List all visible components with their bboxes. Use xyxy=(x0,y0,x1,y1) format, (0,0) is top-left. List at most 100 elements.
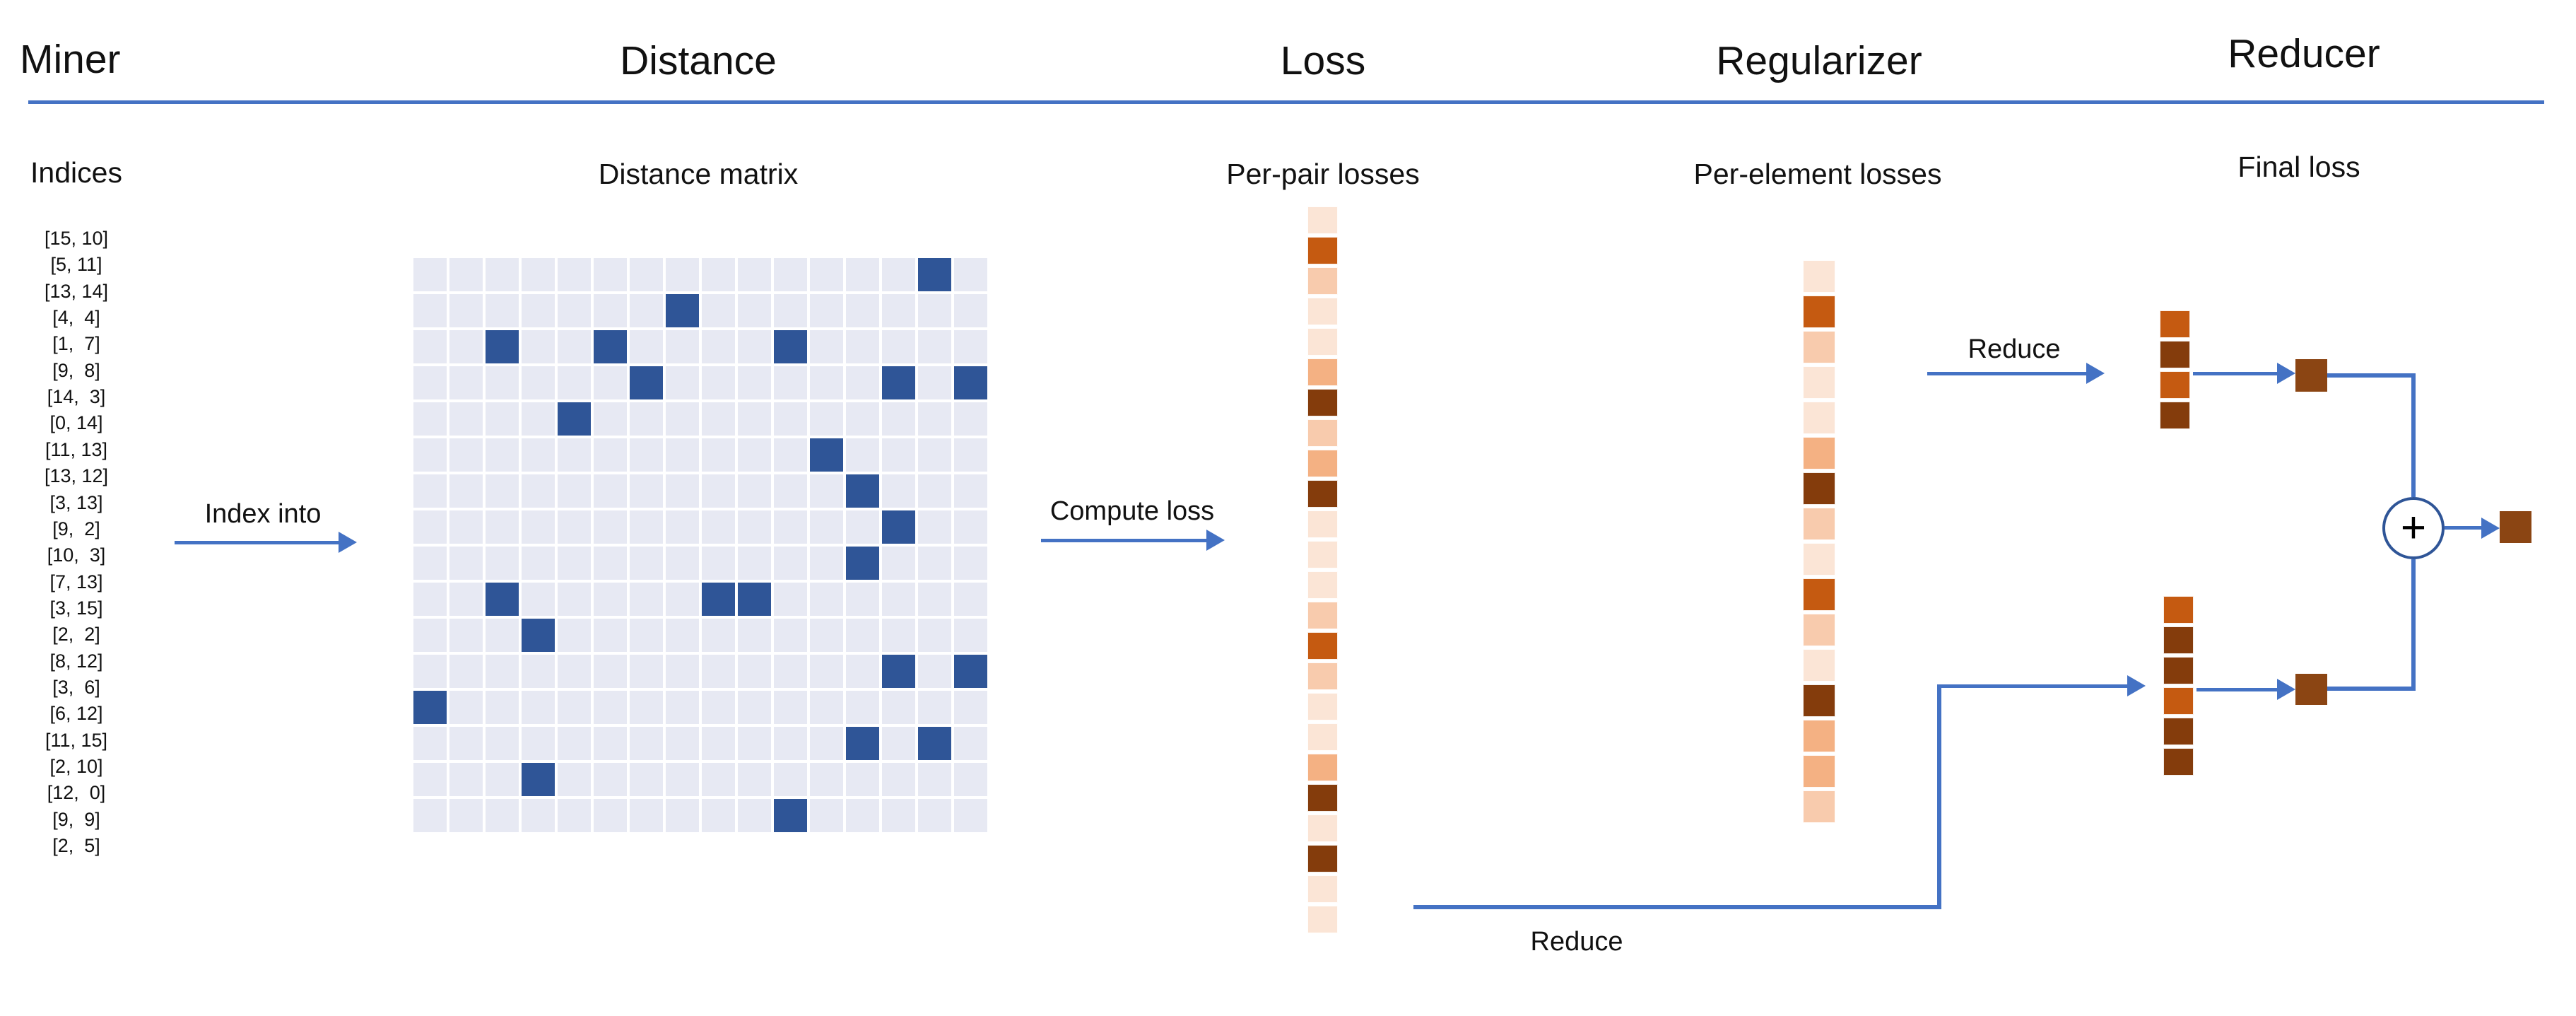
distance-matrix-cell xyxy=(846,258,879,291)
final-arrowhead-icon xyxy=(2481,518,2500,539)
distance-matrix-cell xyxy=(522,799,555,832)
index-pair: [3, 13] xyxy=(49,491,103,513)
index-into-arrowhead-icon xyxy=(339,532,357,553)
distance-matrix-cell-selected xyxy=(882,655,915,688)
index-pair: [1, 7] xyxy=(52,333,100,355)
distance-matrix-cell xyxy=(413,330,447,363)
distance-matrix-cell xyxy=(918,294,951,327)
distance-matrix-cell xyxy=(738,402,771,436)
index-pair: [5, 11] xyxy=(50,254,102,276)
index-pair: [11, 15] xyxy=(45,729,108,751)
distance-matrix-cell xyxy=(486,294,519,327)
distance-matrix-cell xyxy=(810,402,843,436)
reducer-top-stack-cell xyxy=(2160,402,2190,429)
distance-matrix-cell xyxy=(738,294,771,327)
distance-matrix-cell xyxy=(486,366,519,399)
distance-matrix-cell xyxy=(954,402,987,436)
distance-matrix-cell xyxy=(702,474,735,508)
distance-matrix-cell xyxy=(449,799,483,832)
distance-matrix-cell xyxy=(882,727,915,760)
distance-matrix-cell xyxy=(413,547,447,580)
subheader-final-loss: Final loss xyxy=(2237,151,2360,183)
distance-matrix-cell xyxy=(486,402,519,436)
distance-matrix-cell xyxy=(774,727,807,760)
distance-matrix-cell xyxy=(918,799,951,832)
distance-matrix-cell xyxy=(882,691,915,724)
distance-matrix-cell xyxy=(558,547,591,580)
index-pair: [13, 12] xyxy=(44,465,109,487)
distance-matrix-cell-selected xyxy=(882,510,915,544)
per-pair-loss-cell xyxy=(1307,328,1338,356)
distance-matrix-cell xyxy=(738,258,771,291)
reducer-bottom-stack-cell xyxy=(2163,596,2194,624)
distance-matrix-cell xyxy=(558,583,591,616)
distance-matrix-cell xyxy=(810,799,843,832)
per-element-loss-cell xyxy=(1803,755,1835,788)
distance-matrix-cell xyxy=(774,294,807,327)
distance-matrix-cell xyxy=(486,258,519,291)
distance-matrix-cell xyxy=(594,438,627,472)
distance-matrix-cell-selected xyxy=(702,583,735,616)
distance-matrix-cell xyxy=(413,366,447,399)
per-pair-loss-cell xyxy=(1307,571,1338,599)
distance-matrix-cell xyxy=(449,619,483,652)
reduce-bottom-arrowhead-icon xyxy=(2127,675,2146,696)
distance-matrix-cell xyxy=(666,799,699,832)
distance-matrix xyxy=(413,258,987,832)
distance-matrix-cell xyxy=(413,474,447,508)
distance-matrix-cell xyxy=(918,547,951,580)
index-pair: [2, 10] xyxy=(49,756,103,777)
distance-matrix-cell xyxy=(846,799,879,832)
per-element-loss-cell xyxy=(1803,472,1835,505)
bottom-block-connector-horizontal xyxy=(2327,687,2416,691)
distance-matrix-cell xyxy=(413,799,447,832)
distance-matrix-cell xyxy=(846,330,879,363)
distance-matrix-cell-selected xyxy=(954,655,987,688)
per-pair-loss-cell xyxy=(1307,754,1338,781)
distance-matrix-cell-selected xyxy=(413,691,447,724)
distance-matrix-cell-selected xyxy=(630,366,663,399)
distance-matrix-cell xyxy=(630,655,663,688)
distance-matrix-cell xyxy=(522,727,555,760)
distance-matrix-cell xyxy=(846,655,879,688)
distance-matrix-cell xyxy=(954,258,987,291)
per-pair-loss-cell xyxy=(1307,206,1338,234)
reduce-top-arrowhead-icon xyxy=(2086,363,2105,384)
reduce-bottom-path-horizontal xyxy=(1413,905,1941,909)
distance-matrix-cell xyxy=(449,510,483,544)
distance-matrix-cell xyxy=(918,402,951,436)
index-pair: [11, 13] xyxy=(45,438,108,460)
per-pair-loss-cell xyxy=(1307,267,1338,295)
distance-matrix-cell xyxy=(413,727,447,760)
index-pair: [3, 6] xyxy=(52,676,100,698)
distance-matrix-cell xyxy=(846,583,879,616)
top-block-connector-vertical xyxy=(2411,373,2416,497)
distance-matrix-cell xyxy=(449,727,483,760)
top-stack-arrowhead-icon xyxy=(2277,363,2295,384)
distance-matrix-cell-selected xyxy=(846,474,879,508)
distance-matrix-cell xyxy=(954,330,987,363)
per-element-loss-cell xyxy=(1803,684,1835,717)
distance-matrix-cell xyxy=(954,619,987,652)
per-element-loss-cell xyxy=(1803,543,1835,576)
distance-matrix-cell xyxy=(810,691,843,724)
per-pair-loss-cell xyxy=(1307,906,1338,933)
distance-matrix-cell xyxy=(666,583,699,616)
index-pair: [0, 14] xyxy=(49,412,103,434)
index-pair: [10, 3] xyxy=(47,544,106,566)
distance-matrix-cell xyxy=(413,402,447,436)
per-element-loss-cell xyxy=(1803,508,1835,540)
distance-matrix-cell xyxy=(954,547,987,580)
reducer-bottom-stack-cell xyxy=(2163,748,2194,776)
distance-matrix-cell xyxy=(846,294,879,327)
distance-matrix-cell xyxy=(630,438,663,472)
distance-matrix-cell xyxy=(954,294,987,327)
column-header-miner: Miner xyxy=(20,37,121,82)
distance-matrix-cell xyxy=(630,763,663,796)
distance-matrix-cell xyxy=(522,294,555,327)
distance-matrix-cell xyxy=(738,727,771,760)
distance-matrix-cell xyxy=(882,402,915,436)
index-pair: [15, 10] xyxy=(44,228,109,249)
distance-matrix-cell xyxy=(882,799,915,832)
distance-matrix-cell xyxy=(630,799,663,832)
